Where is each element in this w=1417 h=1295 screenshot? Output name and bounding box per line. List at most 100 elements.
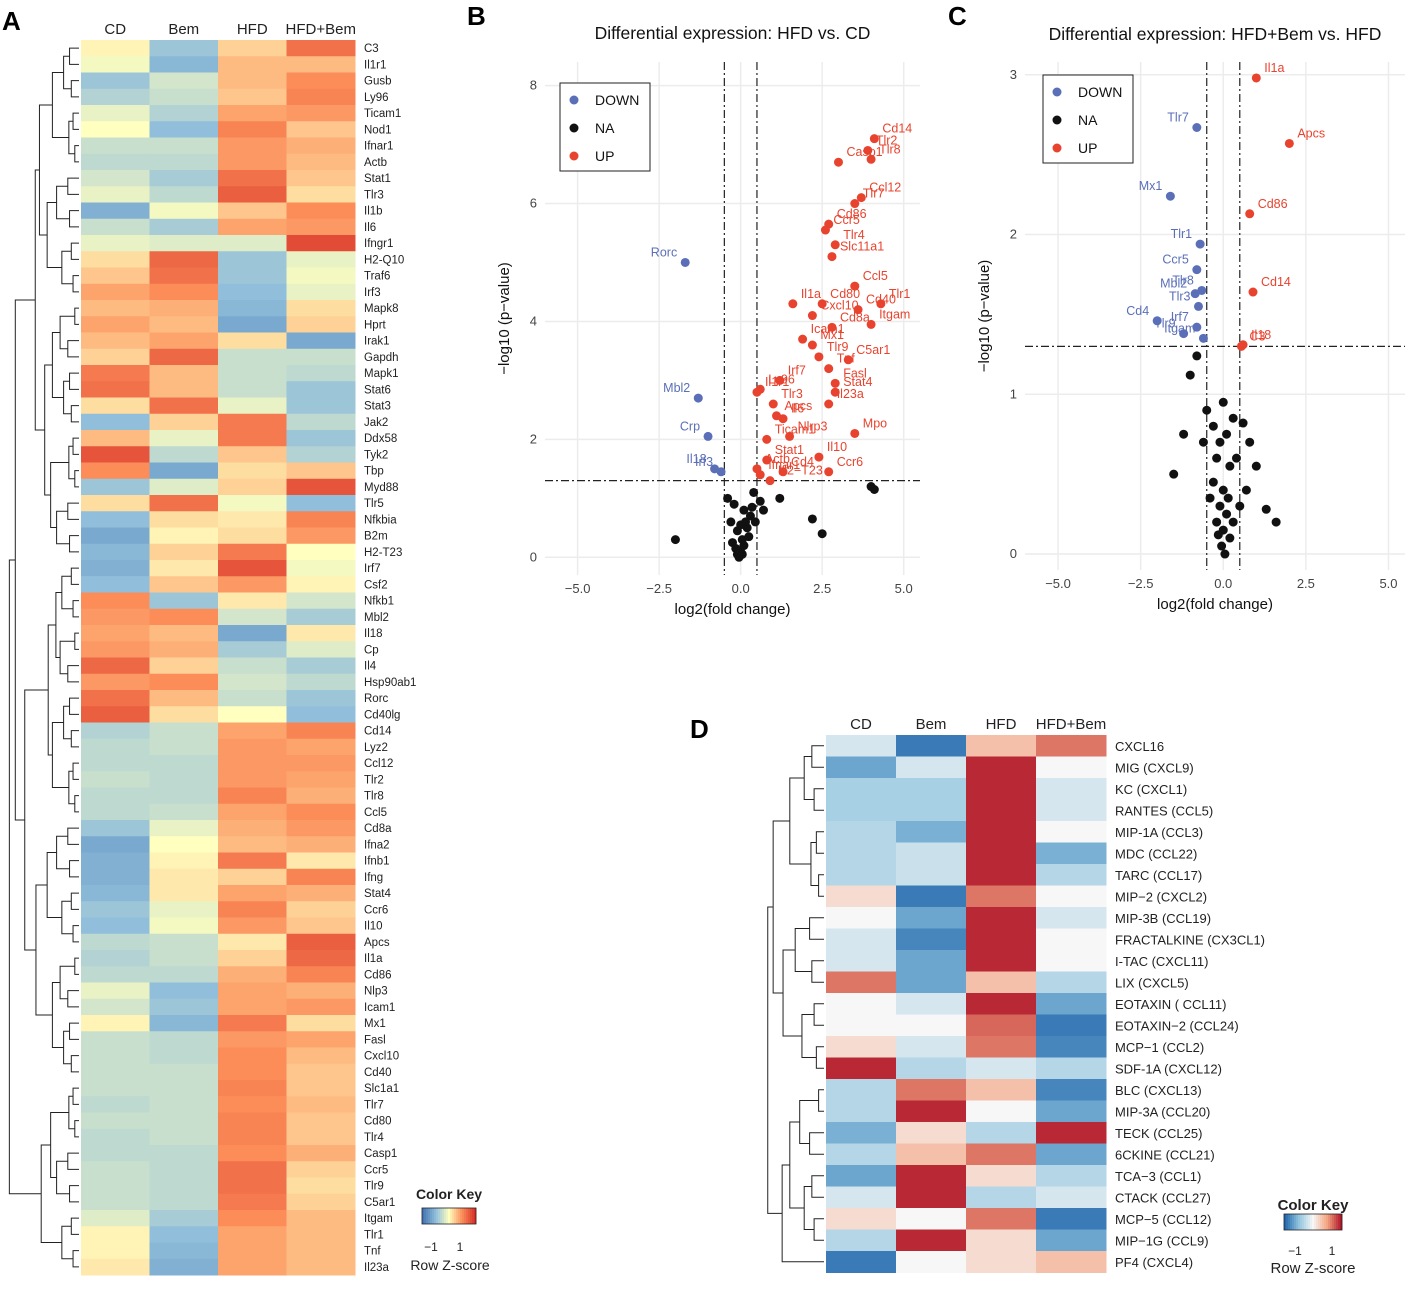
heatmap-a-dendrogram-branch: [51, 332, 64, 398]
volcano-point-na: [1215, 501, 1225, 511]
volcano-point-label: Il10: [827, 440, 847, 454]
heatmap-a-key-swatch: [432, 1208, 435, 1224]
heatmap-a-cell: [81, 1063, 150, 1081]
heatmap-a-dendrogram-branch: [67, 1152, 79, 1170]
heatmap-a-cell: [149, 722, 219, 740]
heatmap-d-cell: [826, 1122, 897, 1144]
heatmap-d-cell: [826, 1014, 897, 1037]
heatmap-d-cell: [826, 864, 897, 886]
heatmap-a-row-label: Ifnb1: [364, 856, 390, 868]
heatmap-a-row-label: C5ar1: [364, 1197, 395, 1209]
heatmap-a-row-label: Ifngr1: [364, 238, 393, 250]
heatmap-a-row-label: Tlr2: [364, 774, 384, 786]
volcano-point-label: Ccl5: [863, 269, 888, 283]
heatmap-d-row-label: EOTAXIN ( CCL11): [1115, 997, 1226, 1012]
heatmap-a-row-label: Traf6: [364, 271, 390, 283]
heatmap-a-cell: [286, 462, 356, 480]
heatmap-a-row-label: Ddx58: [364, 433, 397, 445]
volcano-point-down: [1192, 122, 1202, 132]
panel-letter-a: A: [2, 6, 21, 36]
heatmap-a-cell: [149, 852, 219, 870]
volcano-point-up: [755, 470, 765, 480]
heatmap-a: CD Bem HFD HFD+Bem C3 Il1r1 Gusb Ly96 Ticam1 Nod1…: [8, 21, 490, 1276]
volcano-point-up: [850, 199, 860, 209]
heatmap-a-cell: [286, 852, 356, 870]
heatmap-a-key-swatch: [440, 1208, 443, 1224]
heatmap-a-dendrogram-branch: [72, 1087, 79, 1105]
volcano-point-label: Cd80: [830, 287, 860, 301]
volcano-point-up: [876, 299, 886, 309]
heatmap-a-cell: [286, 478, 356, 496]
heatmap-d-key-swatch: [1304, 1214, 1307, 1230]
heatmap-a-key-swatch: [460, 1208, 463, 1224]
heatmap-a-cell: [81, 576, 150, 593]
heatmap-d-cell: [966, 950, 1037, 972]
volcano-point-label: Tlr8: [879, 142, 901, 156]
volcano-point-label: Cd40: [866, 293, 896, 307]
heatmap-d-key-swatch: [1312, 1214, 1315, 1230]
heatmap-a-cell: [81, 738, 150, 756]
heatmap-a-cell: [149, 982, 219, 1000]
heatmap-a-cell: [218, 365, 287, 382]
volcano-point-na: [1208, 421, 1218, 431]
heatmap-a-cell: [81, 1080, 150, 1097]
volcano-legend-label: DOWN: [595, 92, 639, 108]
volcano-point-na: [1231, 453, 1241, 463]
heatmap-a-row-label: Nfkbia: [364, 514, 397, 526]
heatmap-a-row-label: Cd40: [364, 1067, 392, 1079]
heatmap-a-cell: [81, 88, 150, 106]
heatmap-a-column-label: HFD: [237, 21, 268, 38]
volcano-point-label: Stat4: [843, 375, 872, 389]
volcano-point-label: Fasl: [843, 366, 867, 380]
heatmap-a-cell: [218, 803, 287, 821]
heatmap-a-key-swatch: [450, 1208, 453, 1224]
heatmap-a-cell: [81, 982, 150, 1000]
heatmap-a-cell: [81, 267, 150, 285]
volcano-point-na: [750, 517, 760, 527]
heatmap-a-dendrogram-branch: [74, 307, 79, 325]
volcano-point-up: [1245, 209, 1255, 219]
heatmap-a-cell: [218, 1210, 287, 1227]
heatmap-a-cell: [286, 88, 356, 106]
heatmap-d-key-swatch: [1340, 1214, 1343, 1230]
heatmap-a-cell: [286, 186, 356, 203]
heatmap-a-cell: [286, 803, 356, 821]
heatmap-a-cell: [149, 1258, 219, 1276]
heatmap-a-cell: [286, 1128, 356, 1146]
heatmap-a-cell: [149, 413, 219, 431]
heatmap-a-cell: [286, 868, 356, 886]
heatmap-d-cell: [826, 1165, 897, 1187]
volcano-point-label: Mpo: [863, 416, 887, 430]
volcano-x-tick: −5.0: [1045, 576, 1071, 591]
volcano-point-label: Tlr2: [876, 133, 898, 147]
volcano-point-up: [814, 452, 824, 462]
volcano-point-label: Tlr1: [889, 287, 911, 301]
volcano-point-down: [1192, 322, 1202, 332]
heatmap-d-row-label: LIX (CXCL5): [1115, 975, 1189, 990]
heatmap-a-cell: [286, 40, 356, 57]
heatmap-a-cell: [81, 1193, 150, 1211]
heatmap-a-cell: [149, 170, 219, 187]
heatmap-d-cell: [1036, 821, 1107, 843]
heatmap-d-column-label: HFD: [986, 716, 1017, 733]
volcano-point-na: [1220, 549, 1230, 559]
volcano-point-label: Irf7: [788, 363, 806, 377]
heatmap-a-cell: [81, 413, 150, 431]
heatmap-a-cell: [81, 381, 150, 398]
heatmap-d-cell: [1036, 950, 1107, 972]
heatmap-d-cell: [966, 993, 1037, 1015]
volcano-point-na: [758, 505, 768, 515]
heatmap-a-row-label: Mbl2: [364, 612, 389, 624]
heatmap-a-row-label: B2m: [364, 531, 388, 543]
heatmap-a-cell: [218, 1031, 287, 1048]
volcano-point-na: [1228, 517, 1238, 527]
volcano-point-label: Icam1: [811, 322, 845, 336]
volcano-x-tick: −5.0: [565, 581, 591, 596]
heatmap-a-cell: [149, 300, 219, 317]
heatmap-a-cell: [286, 1193, 356, 1211]
heatmap-a-cell: [218, 1177, 287, 1195]
volcano-point-na: [1208, 477, 1218, 487]
heatmap-a-cell: [218, 820, 287, 837]
heatmap-a-dendrogram-branch: [50, 1112, 69, 1178]
volcano-point-na: [1192, 351, 1202, 361]
